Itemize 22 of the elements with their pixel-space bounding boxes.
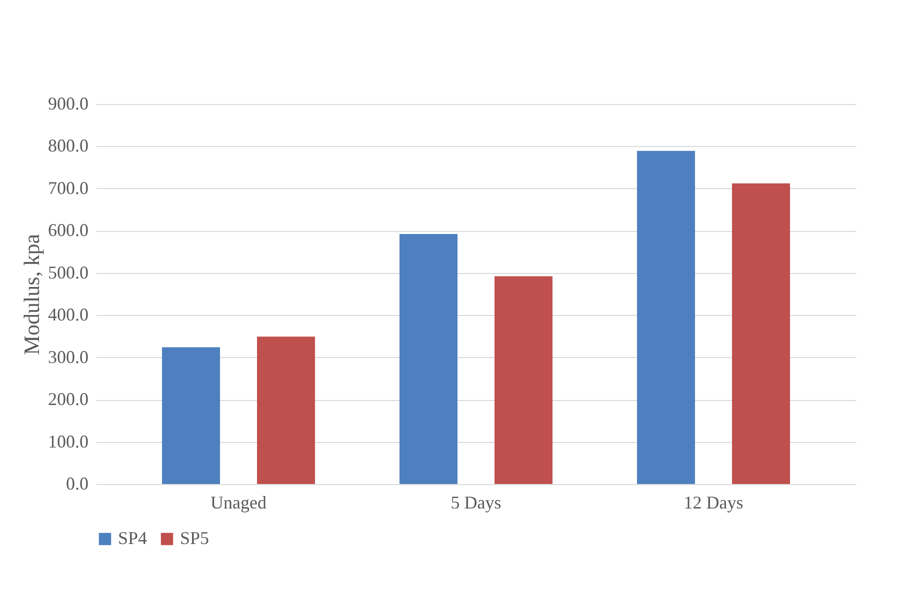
bar bbox=[494, 276, 552, 484]
y-tick-label: 700.0 bbox=[48, 178, 88, 198]
x-tick-label: Unaged bbox=[210, 492, 266, 512]
y-tick-label: 0.0 bbox=[66, 474, 88, 494]
y-tick-label: 300.0 bbox=[48, 346, 88, 367]
x-tick-label: 5 Days bbox=[450, 492, 502, 512]
legend-label: SP4 bbox=[118, 528, 148, 548]
x-tick-label: 12 Days bbox=[684, 492, 744, 512]
y-tick-label: 400.0 bbox=[48, 304, 88, 325]
y-tick-label: 800.0 bbox=[48, 136, 88, 156]
y-axis-title: Modulus, kpa bbox=[19, 234, 44, 355]
y-tick-label: 100.0 bbox=[48, 431, 88, 452]
y-tick-label: 900.0 bbox=[48, 94, 88, 114]
bar bbox=[162, 347, 220, 484]
y-tick-label: 200.0 bbox=[48, 389, 88, 410]
y-tick-label: 500.0 bbox=[48, 262, 88, 282]
legend-label: SP5 bbox=[180, 528, 210, 548]
bar bbox=[732, 183, 790, 484]
bar bbox=[257, 336, 315, 484]
bar bbox=[637, 150, 695, 484]
y-tick-label: 600.0 bbox=[48, 220, 88, 240]
bar bbox=[400, 234, 458, 484]
